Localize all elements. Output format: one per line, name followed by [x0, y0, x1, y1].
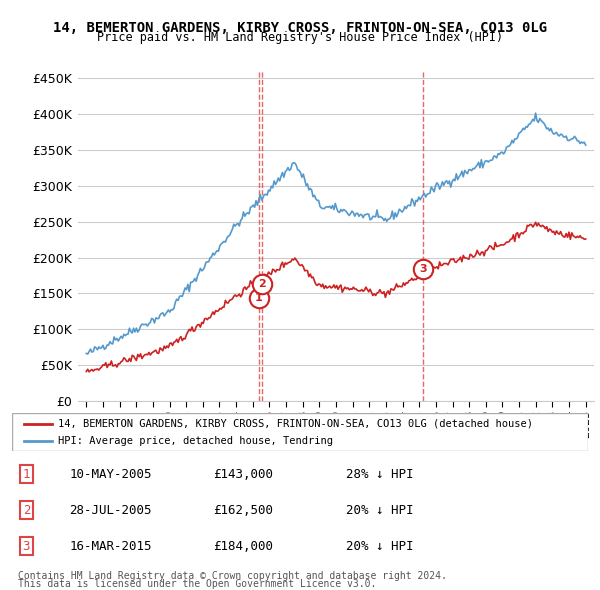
Text: 16-MAR-2015: 16-MAR-2015: [70, 540, 152, 553]
Text: 28-JUL-2005: 28-JUL-2005: [70, 504, 152, 517]
Text: 14, BEMERTON GARDENS, KIRBY CROSS, FRINTON-ON-SEA, CO13 0LG: 14, BEMERTON GARDENS, KIRBY CROSS, FRINT…: [53, 21, 547, 35]
Text: £184,000: £184,000: [214, 540, 274, 553]
Text: 1: 1: [23, 468, 30, 481]
Text: Contains HM Land Registry data © Crown copyright and database right 2024.: Contains HM Land Registry data © Crown c…: [18, 571, 447, 581]
Text: This data is licensed under the Open Government Licence v3.0.: This data is licensed under the Open Gov…: [18, 579, 376, 589]
Text: Price paid vs. HM Land Registry's House Price Index (HPI): Price paid vs. HM Land Registry's House …: [97, 31, 503, 44]
FancyBboxPatch shape: [12, 413, 588, 451]
Text: 3: 3: [23, 540, 30, 553]
Text: £162,500: £162,500: [214, 504, 274, 517]
Text: 10-MAY-2005: 10-MAY-2005: [70, 468, 152, 481]
Text: 20% ↓ HPI: 20% ↓ HPI: [346, 540, 413, 553]
Text: 2: 2: [23, 504, 30, 517]
Text: 3: 3: [419, 264, 427, 274]
Text: HPI: Average price, detached house, Tendring: HPI: Average price, detached house, Tend…: [58, 435, 333, 445]
Text: 14, BEMERTON GARDENS, KIRBY CROSS, FRINTON-ON-SEA, CO13 0LG (detached house): 14, BEMERTON GARDENS, KIRBY CROSS, FRINT…: [58, 419, 533, 429]
Text: 2: 2: [259, 280, 266, 290]
Text: 28% ↓ HPI: 28% ↓ HPI: [346, 468, 413, 481]
Text: £143,000: £143,000: [214, 468, 274, 481]
Text: 20% ↓ HPI: 20% ↓ HPI: [346, 504, 413, 517]
Text: 1: 1: [255, 293, 263, 303]
